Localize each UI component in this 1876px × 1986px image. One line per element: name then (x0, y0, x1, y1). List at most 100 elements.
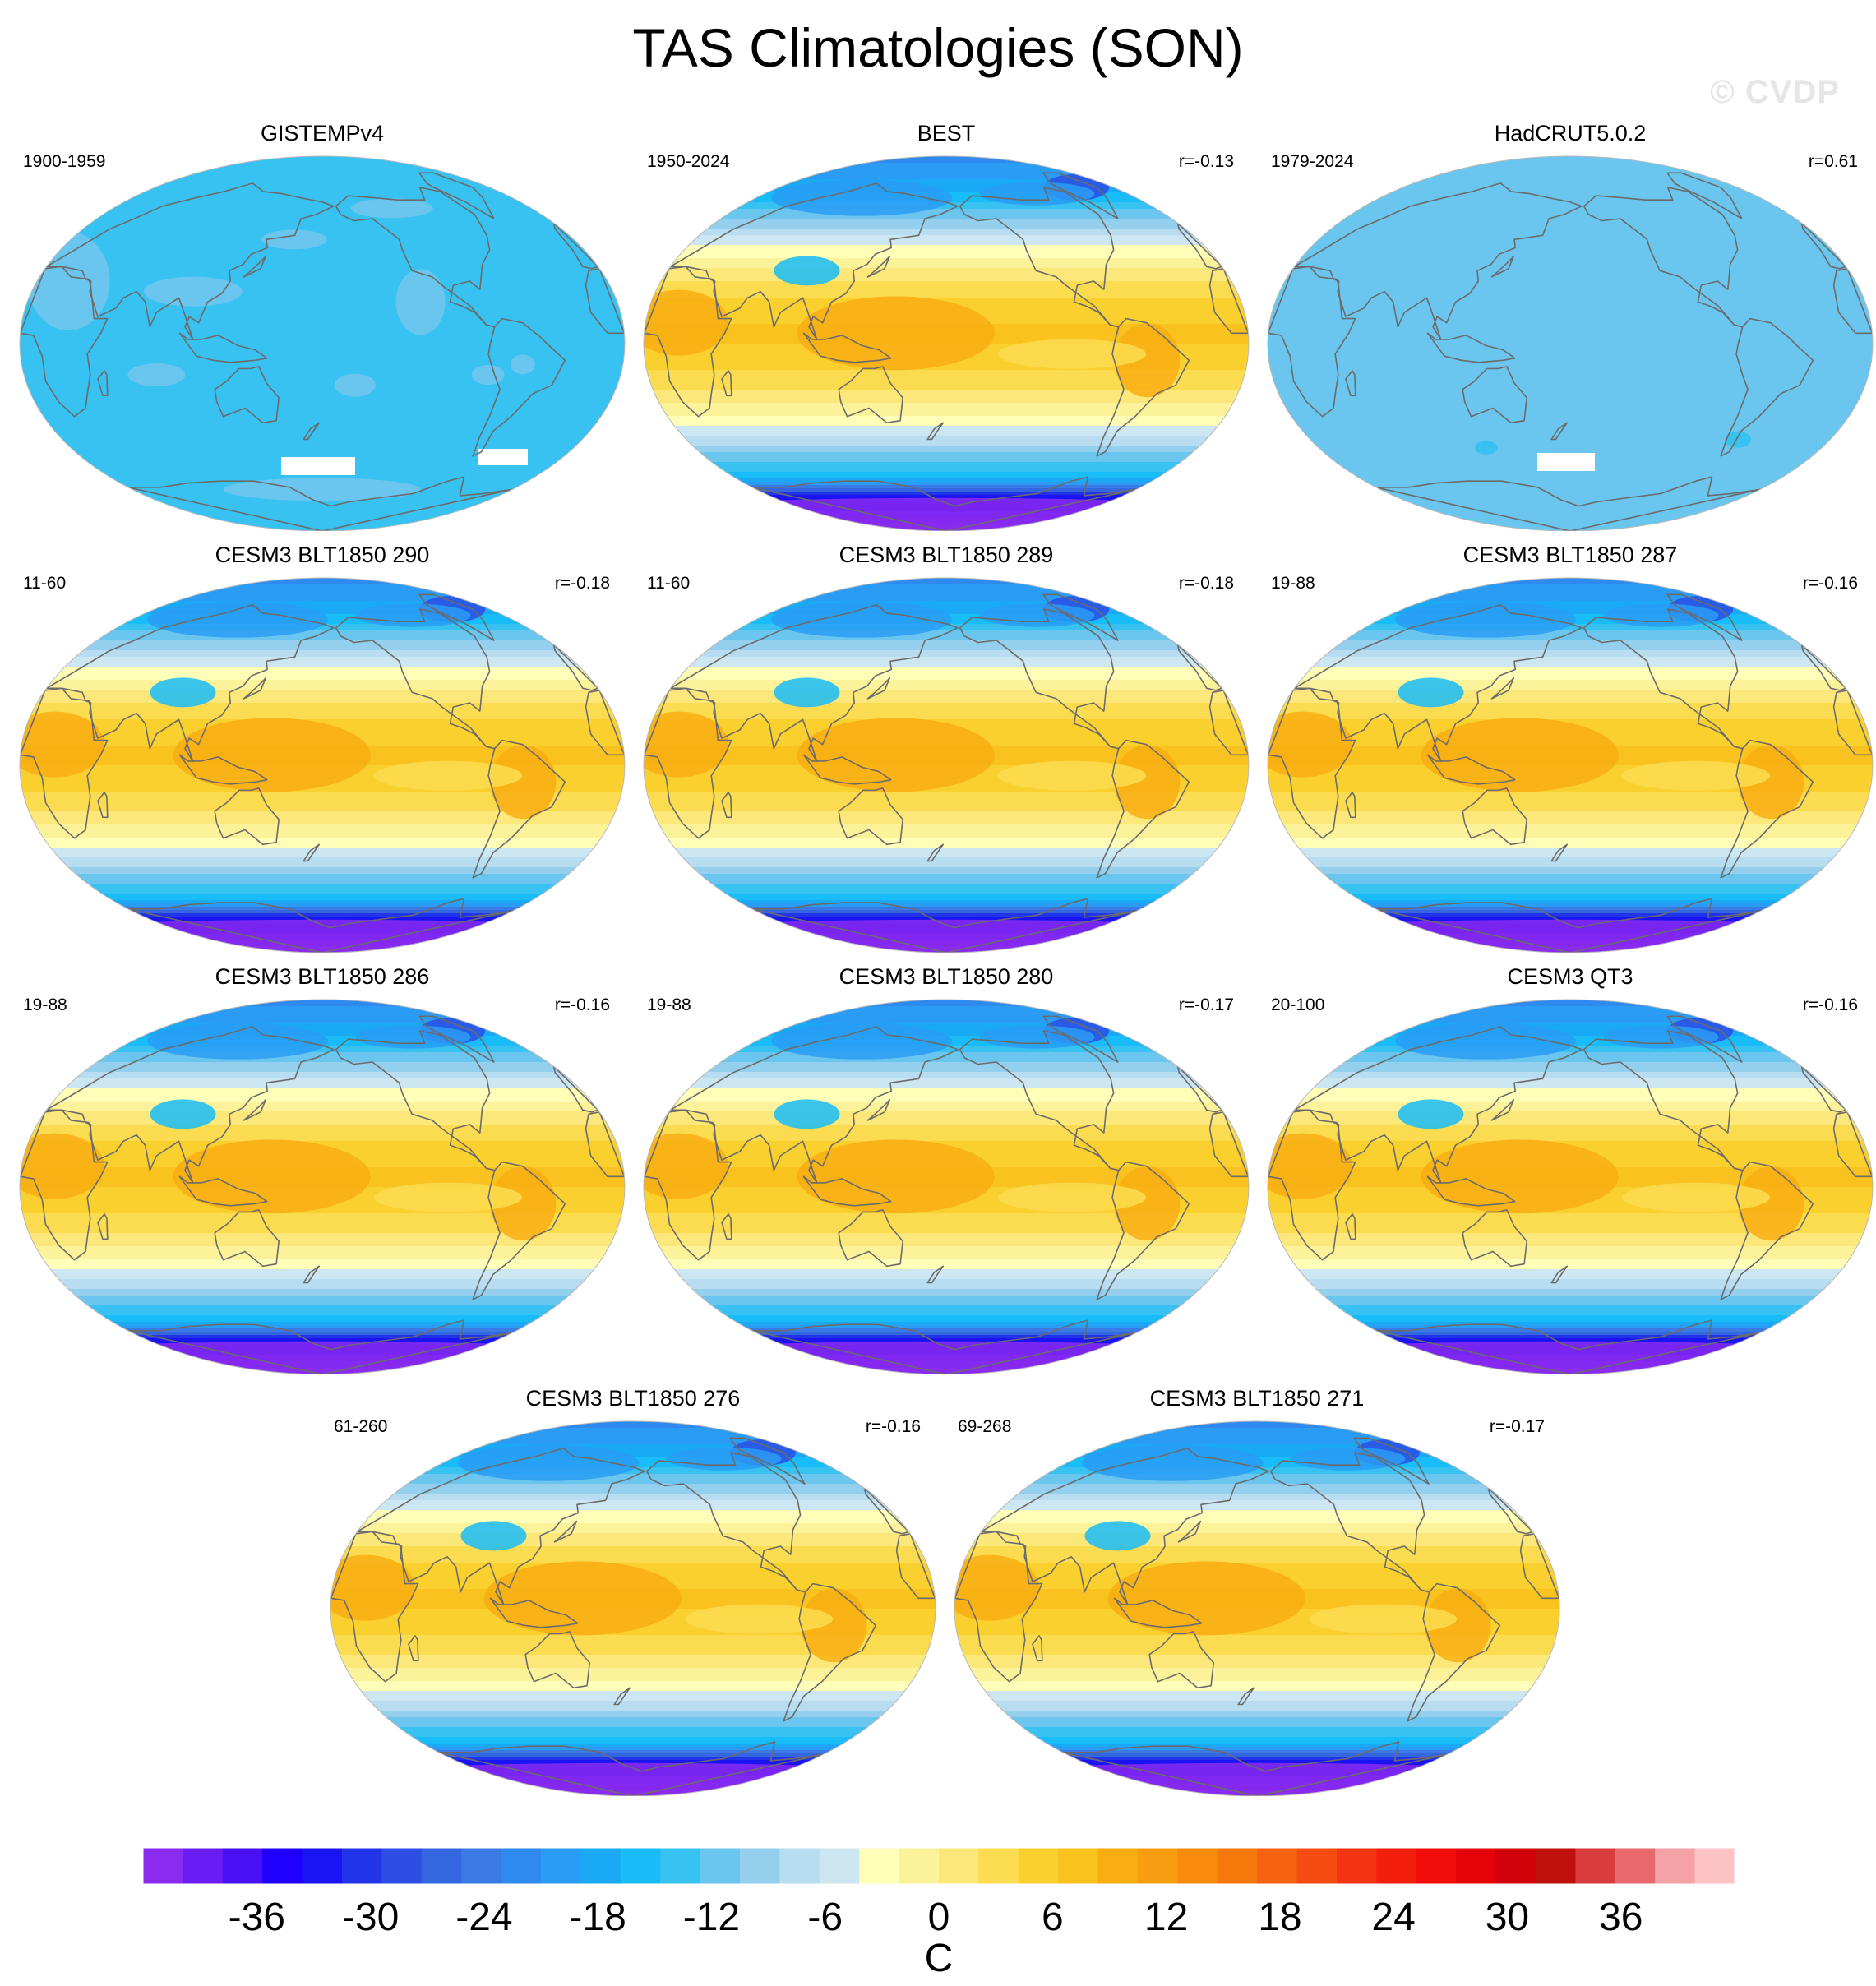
temperature-band (330, 1724, 936, 1728)
temperature-band (20, 851, 625, 855)
temperature-band (20, 795, 625, 799)
temperature-band (330, 1510, 936, 1514)
temperature-band (644, 472, 1249, 476)
temperature-band (644, 298, 1249, 302)
temperature-band (20, 821, 625, 825)
temperature-band (20, 848, 625, 852)
temperature-band (954, 1697, 1559, 1702)
temperature-band (1268, 1207, 1873, 1211)
temperature-band (1268, 913, 1873, 917)
coastline-nz (1237, 1687, 1255, 1706)
temperature-band (20, 1243, 625, 1247)
temperature-band (1268, 917, 1873, 921)
temperature-band (1268, 1055, 1873, 1060)
temperature-band (1268, 716, 1873, 720)
temperature-band (330, 1638, 936, 1642)
temperature-band (954, 1471, 1559, 1475)
temperature-band (20, 831, 625, 835)
temperature-band (1268, 1305, 1873, 1309)
temperature-band (20, 1272, 625, 1277)
temperature-anomaly-region (797, 718, 995, 792)
temperature-band (644, 709, 1249, 714)
temperature-band (644, 278, 1249, 282)
temperature-band (1268, 647, 1873, 651)
temperature-band (644, 880, 1249, 884)
temperature-anomaly-region (1738, 1166, 1804, 1241)
temperature-band (20, 838, 625, 842)
temperature-band (644, 1006, 1249, 1010)
coastline-antarctica (437, 1741, 825, 1796)
temperature-band (330, 1655, 936, 1659)
temperature-band (954, 1668, 1559, 1672)
temperature-band (20, 1312, 625, 1316)
temperature-band (644, 1082, 1249, 1086)
coastline-americas (1269, 1452, 1501, 1722)
coastline-americas (1583, 187, 1814, 457)
map-border (643, 999, 1250, 1374)
temperature-band (20, 1335, 625, 1339)
temperature-band (644, 1289, 1249, 1293)
temperature-band (644, 1217, 1249, 1221)
colorbar-swatch (1138, 1848, 1178, 1884)
temperature-band (1268, 1092, 1873, 1096)
temperature-band (1268, 854, 1873, 858)
temperature-band (644, 291, 1249, 295)
temperature-band (1268, 903, 1873, 908)
temperature-band (1268, 1210, 1873, 1214)
temperature-band (330, 1727, 936, 1731)
temperature-band (20, 1003, 625, 1007)
coastline-americas (335, 187, 566, 457)
coastline-australia (1148, 1631, 1214, 1689)
main-title: TAS Climatologies (SON) (632, 17, 1244, 78)
temperature-band (1268, 706, 1873, 710)
temperature-anomaly-region (1084, 1521, 1151, 1551)
temperature-band (330, 1546, 936, 1550)
temperature-band (644, 1072, 1249, 1076)
colorbar-swatch (222, 1848, 263, 1884)
temperature-band (20, 1013, 625, 1017)
temperature-band (644, 844, 1249, 848)
temperature-band (644, 252, 1249, 256)
coastline-indonesia (178, 1175, 268, 1207)
temperature-band (20, 686, 625, 690)
temperature-band (644, 1055, 1249, 1060)
temperature-band (954, 1694, 1559, 1698)
temperature-band (1268, 677, 1873, 681)
temperature-band (20, 581, 625, 585)
temperature-band (954, 1484, 1559, 1488)
coastline-eurasia (669, 1026, 959, 1184)
temperature-band (644, 831, 1249, 835)
temperature-band (20, 1065, 625, 1069)
temperature-band (1268, 864, 1873, 868)
temperature-band (330, 1503, 936, 1508)
panel-period: 19-88 (1271, 574, 1315, 593)
colorbar-swatch (1655, 1848, 1696, 1884)
temperature-band (644, 413, 1249, 417)
temperature-band (330, 1431, 936, 1435)
temperature-band (1268, 1259, 1873, 1263)
temperature-band (20, 1328, 625, 1332)
temperature-band (644, 179, 1249, 183)
temperature-band (20, 857, 625, 861)
temperature-band (954, 1540, 1559, 1544)
temperature-band (1268, 601, 1873, 605)
temperature-band (20, 630, 625, 635)
map-border (954, 1420, 1560, 1796)
coastline-eurasia (45, 182, 335, 340)
panel-correlation: r=0.61 (1808, 152, 1858, 171)
temperature-band (20, 673, 625, 677)
temperature-band (1268, 1286, 1873, 1290)
temperature-band (644, 1282, 1249, 1286)
colorbar-swatch (421, 1848, 462, 1884)
panel-title: BEST (917, 121, 976, 145)
temperature-band (644, 245, 1249, 249)
temperature-band (644, 485, 1249, 489)
temperature-band (644, 1319, 1249, 1323)
temperature-band (330, 1484, 936, 1488)
temperature-band (20, 1095, 625, 1099)
temperature-band (644, 1065, 1249, 1069)
map-panel-cesm3-blt1850-287: CESM3 BLT1850 287 19-88 r=-0.16 (1258, 540, 1876, 961)
temperature-band (20, 1016, 625, 1020)
temperature-band (1268, 634, 1873, 638)
colorbar-swatch (1097, 1848, 1139, 1884)
